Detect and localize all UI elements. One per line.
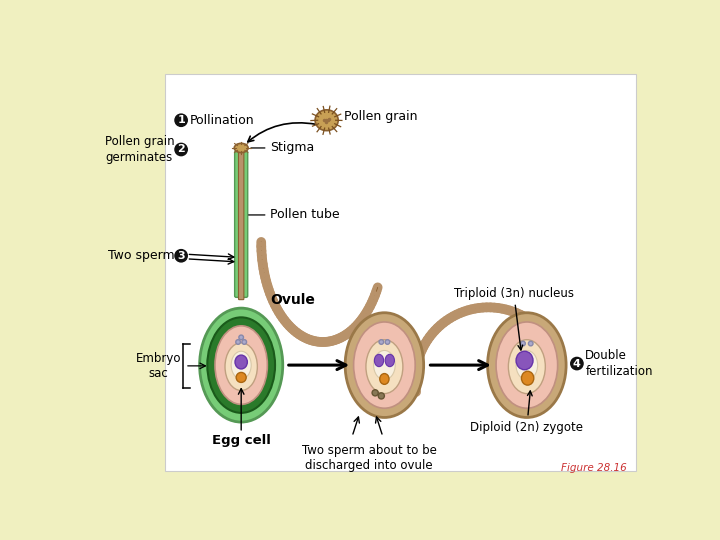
Text: Diploid (2n) zygote: Diploid (2n) zygote: [470, 391, 583, 434]
Ellipse shape: [236, 373, 246, 382]
Circle shape: [175, 249, 187, 262]
Ellipse shape: [354, 322, 415, 408]
Text: 2: 2: [177, 145, 185, 154]
Circle shape: [385, 340, 390, 345]
Circle shape: [175, 143, 187, 156]
FancyBboxPatch shape: [238, 148, 244, 300]
Text: Pollen grain
germinates: Pollen grain germinates: [105, 136, 175, 164]
FancyBboxPatch shape: [235, 151, 248, 298]
Text: Double
fertilization: Double fertilization: [585, 349, 653, 378]
Circle shape: [242, 340, 246, 345]
Text: Stigma: Stigma: [251, 141, 315, 154]
Text: Ovule: Ovule: [271, 293, 315, 307]
Text: Egg cell: Egg cell: [212, 434, 271, 447]
Ellipse shape: [315, 110, 338, 131]
Text: Two sperm: Two sperm: [108, 249, 175, 262]
Circle shape: [379, 340, 384, 345]
Ellipse shape: [207, 318, 275, 413]
Ellipse shape: [374, 354, 384, 367]
Text: Triploid (3n) nucleus: Triploid (3n) nucleus: [454, 287, 574, 350]
Circle shape: [521, 341, 526, 346]
Ellipse shape: [379, 374, 389, 384]
Ellipse shape: [496, 322, 558, 408]
Ellipse shape: [508, 340, 545, 394]
Text: Figure 28.16: Figure 28.16: [561, 463, 627, 473]
Circle shape: [239, 335, 243, 340]
Text: Pollen tube: Pollen tube: [248, 208, 340, 221]
Circle shape: [372, 390, 378, 396]
Text: 3: 3: [177, 251, 185, 261]
Text: Embryo
sac: Embryo sac: [135, 352, 181, 380]
Circle shape: [235, 340, 240, 345]
Ellipse shape: [374, 350, 395, 380]
Ellipse shape: [215, 326, 267, 404]
Ellipse shape: [385, 354, 395, 367]
Ellipse shape: [366, 340, 403, 394]
Text: 1: 1: [177, 115, 185, 125]
Text: Pollen grain: Pollen grain: [343, 110, 417, 123]
Ellipse shape: [487, 313, 566, 417]
Circle shape: [175, 114, 187, 126]
Text: 4: 4: [573, 359, 581, 369]
FancyBboxPatch shape: [165, 74, 636, 471]
Ellipse shape: [231, 351, 251, 379]
Ellipse shape: [345, 313, 423, 417]
Text: Two sperm about to be
discharged into ovule: Two sperm about to be discharged into ov…: [302, 444, 436, 471]
Ellipse shape: [225, 343, 257, 390]
Ellipse shape: [521, 372, 534, 385]
Ellipse shape: [199, 308, 283, 422]
Ellipse shape: [234, 143, 248, 153]
Circle shape: [528, 341, 533, 346]
Text: Pollination: Pollination: [189, 114, 254, 127]
Ellipse shape: [516, 351, 533, 370]
Circle shape: [378, 393, 384, 399]
Ellipse shape: [516, 350, 538, 380]
Ellipse shape: [235, 355, 248, 369]
Circle shape: [571, 357, 583, 370]
